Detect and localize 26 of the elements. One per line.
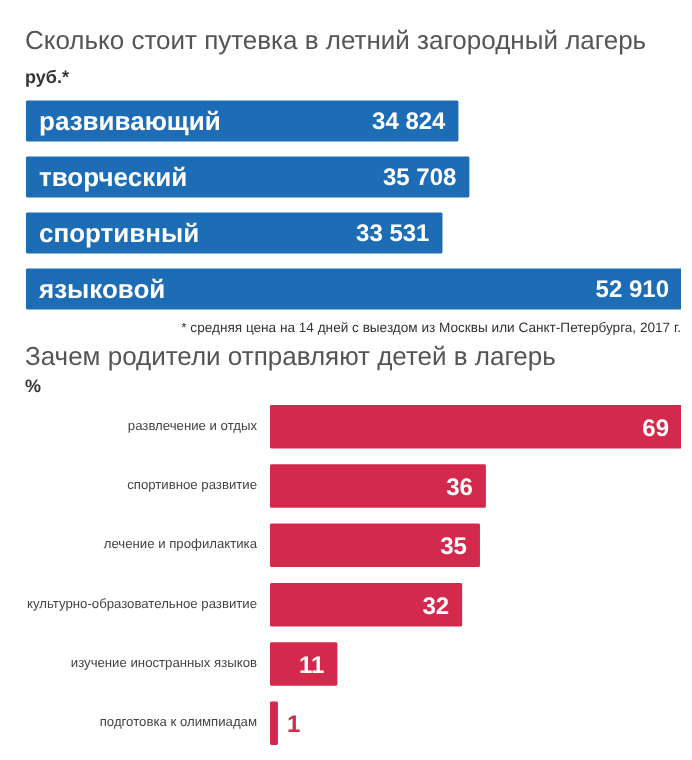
text: % xyxy=(25,376,42,396)
bar xyxy=(26,156,470,198)
data-label: 36 xyxy=(446,473,474,501)
data-label: 32 xyxy=(422,591,450,620)
bar xyxy=(26,268,681,310)
data-label: 35 708 xyxy=(382,163,458,191)
data-label: 35 xyxy=(440,532,468,561)
chart-title: Сколько стоит путевка в летний загородный лагерь xyxy=(25,25,647,55)
category-label: языковой xyxy=(39,274,166,304)
category-label: творческий xyxy=(39,162,188,192)
data-label: 52 910 xyxy=(595,275,670,303)
chart-title: Зачем родители отправляют детей в лагерь xyxy=(25,341,557,371)
category-label: спортивный xyxy=(39,218,200,248)
bar xyxy=(270,582,463,627)
bar xyxy=(270,642,338,686)
data-label: 11 xyxy=(298,651,326,679)
bar xyxy=(270,404,681,449)
bar xyxy=(270,464,486,508)
data-label: 33 531 xyxy=(356,219,431,247)
bar xyxy=(270,523,480,568)
category-label: развивающий xyxy=(39,106,221,136)
chart-subtitle: руб.* xyxy=(25,67,70,87)
data-label: 69 xyxy=(642,413,670,442)
data-label: 1 xyxy=(286,710,301,739)
data-label: 34 824 xyxy=(372,107,447,135)
bar xyxy=(270,701,278,746)
